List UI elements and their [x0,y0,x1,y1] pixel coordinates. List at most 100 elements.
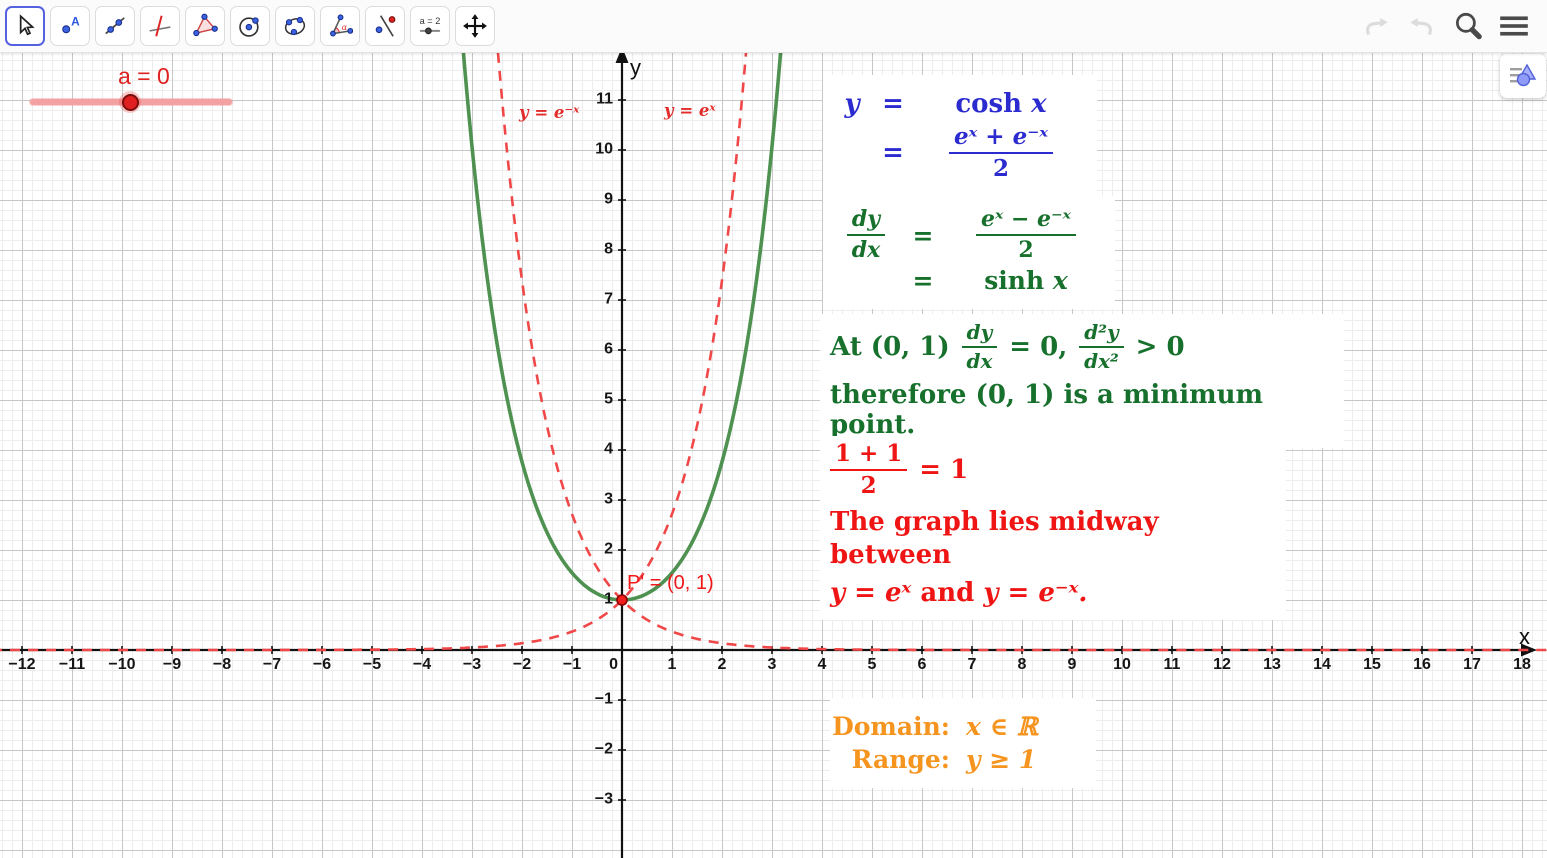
axis-tick-label: 14 [1313,656,1331,673]
cursor-icon [19,14,35,36]
fraction: dy dx [961,322,998,372]
axis-tick-label: −5 [362,656,382,673]
axis-tick-label: 11 [596,90,613,108]
stylebar-icon [1510,63,1537,87]
axis-tick-label: 12 [1213,656,1231,673]
equals-zero-text: = 0, [1009,332,1068,362]
at-text: At (0, 1) [830,332,950,362]
tool-line-button[interactable] [95,6,135,46]
formula-rhs: sinh x [984,266,1068,296]
axis-tick-label: 8 [1017,656,1027,673]
svg-text:α: α [342,22,348,32]
menu-button[interactable] [1495,9,1533,43]
redo-icon [1410,18,1432,36]
axis-tick-label: −12 [8,656,36,673]
axis-tick-label: −1 [562,656,582,673]
cosh-definition-panel[interactable]: y = cosh x = eˣ + e⁻ˣ 2 [823,75,1097,200]
equals-sign: = [882,89,904,119]
derivative-panel[interactable]: dy dx = eˣ − e⁻ˣ 2 = sinh x [823,196,1115,310]
curve-exp-neg[interactable] [491,0,1547,652]
equals-sign: = [912,266,934,296]
tool-reflect-button[interactable] [365,6,405,46]
minimum-point-panel[interactable]: At (0, 1) dy dx = 0, d²y dx² > 0 therefo… [820,314,1344,448]
tool-slider-button[interactable]: a = 2 [410,6,450,46]
x-axis-label: x [1519,624,1530,649]
tool-conic-button[interactable] [275,6,315,46]
axis-tick-label: 9 [604,190,613,208]
search-button[interactable] [1449,7,1487,45]
curve-label-exp: y = eˣ [664,101,716,120]
axis-tick-label: 6 [604,340,613,358]
range-label: Range: [851,745,950,774]
toolbar-right [1357,7,1547,45]
formula-lhs: y [844,89,860,119]
polygon-icon [193,13,218,37]
axis-tick-label: 0 [609,656,618,673]
axis-tick-label: 7 [604,290,613,308]
stylebar-toggle-button[interactable] [1500,54,1546,98]
minimum-point[interactable] [616,594,628,606]
axis-tick-label: −10 [108,656,136,673]
equals-sign: = [912,220,934,250]
axis-tick-label: 17 [1463,656,1481,673]
undo-icon [1366,18,1388,36]
equals-sign: = [882,138,904,169]
tool-perpendicular-line-button[interactable] [140,6,180,46]
axis-tick-label: 15 [1363,656,1381,673]
svg-text:A: A [71,14,80,28]
midway-equations: y = eˣ and y = e⁻ˣ. [830,578,1088,609]
axis-tick-label: 2 [717,656,727,673]
axis-tick-label: −3 [462,656,482,673]
slider-a-knob-core [121,93,139,111]
midway-text: The graph lies midway between [830,507,1159,570]
slider-a-label: a = 0 [118,63,170,89]
move-view-icon [463,14,487,38]
curve-exp[interactable] [0,0,752,652]
undo-button[interactable] [1357,9,1395,43]
formula-rhs: cosh x [955,89,1047,119]
line-icon [105,17,125,35]
x-axis-arrow [1521,643,1537,657]
slider-a-knob[interactable] [119,91,141,113]
fraction: dy dx [846,207,886,262]
axis-tick-label: −1 [594,690,613,708]
tool-point-button[interactable]: A [50,6,90,46]
axis-tick-label: 11 [1163,656,1181,673]
axis-tick-label: 7 [967,656,977,673]
toolbar: A [0,0,1547,53]
circle-icon [239,17,259,37]
axis-tick-label: 9 [1067,656,1077,673]
redo-button[interactable] [1403,9,1441,43]
reflect-about-line-icon [375,15,396,37]
axis-tick-label: 10 [595,140,613,158]
axis-tick-label: 2 [604,540,613,558]
axis-tick-label: 6 [917,656,927,673]
slider-icon: a = 2 [420,16,440,35]
domain-value: x ∈ ℝ [966,712,1038,741]
tool-move-button[interactable] [5,6,45,46]
midway-panel[interactable]: 1 + 1 2 = 1 The graph lies midway betwee… [820,436,1286,620]
tool-circle-button[interactable] [230,6,270,46]
domain-range-panel[interactable]: Domain: x ∈ ℝ Range: y ≥ 1 [830,698,1096,788]
axis-tick-label: −11 [58,656,86,673]
range-value: y ≥ 1 [966,745,1037,774]
equals-one-text: = 1 [919,455,969,486]
axis-tick-label: 4 [604,440,613,458]
axis-tick-label: 18 [1513,656,1531,673]
axis-tick-label: −9 [162,656,182,673]
tool-angle-button[interactable]: α [320,6,360,46]
ellipse-icon [284,16,306,36]
axis-tick-label: −4 [412,656,432,673]
axis-tick-label: 13 [1263,656,1281,673]
hamburger-menu-icon [1500,16,1528,36]
tool-polygon-button[interactable] [185,6,225,46]
fraction: d²y dx² [1079,322,1124,372]
point-icon: A [62,14,80,34]
point-label: P' = (0, 1) [627,572,714,594]
tool-move-view-button[interactable] [455,6,495,46]
angle-icon: α [330,14,353,37]
fraction: eˣ + e⁻ˣ 2 [949,124,1053,181]
perpendicular-line-icon [149,15,171,37]
fraction: 1 + 1 2 [830,441,908,498]
